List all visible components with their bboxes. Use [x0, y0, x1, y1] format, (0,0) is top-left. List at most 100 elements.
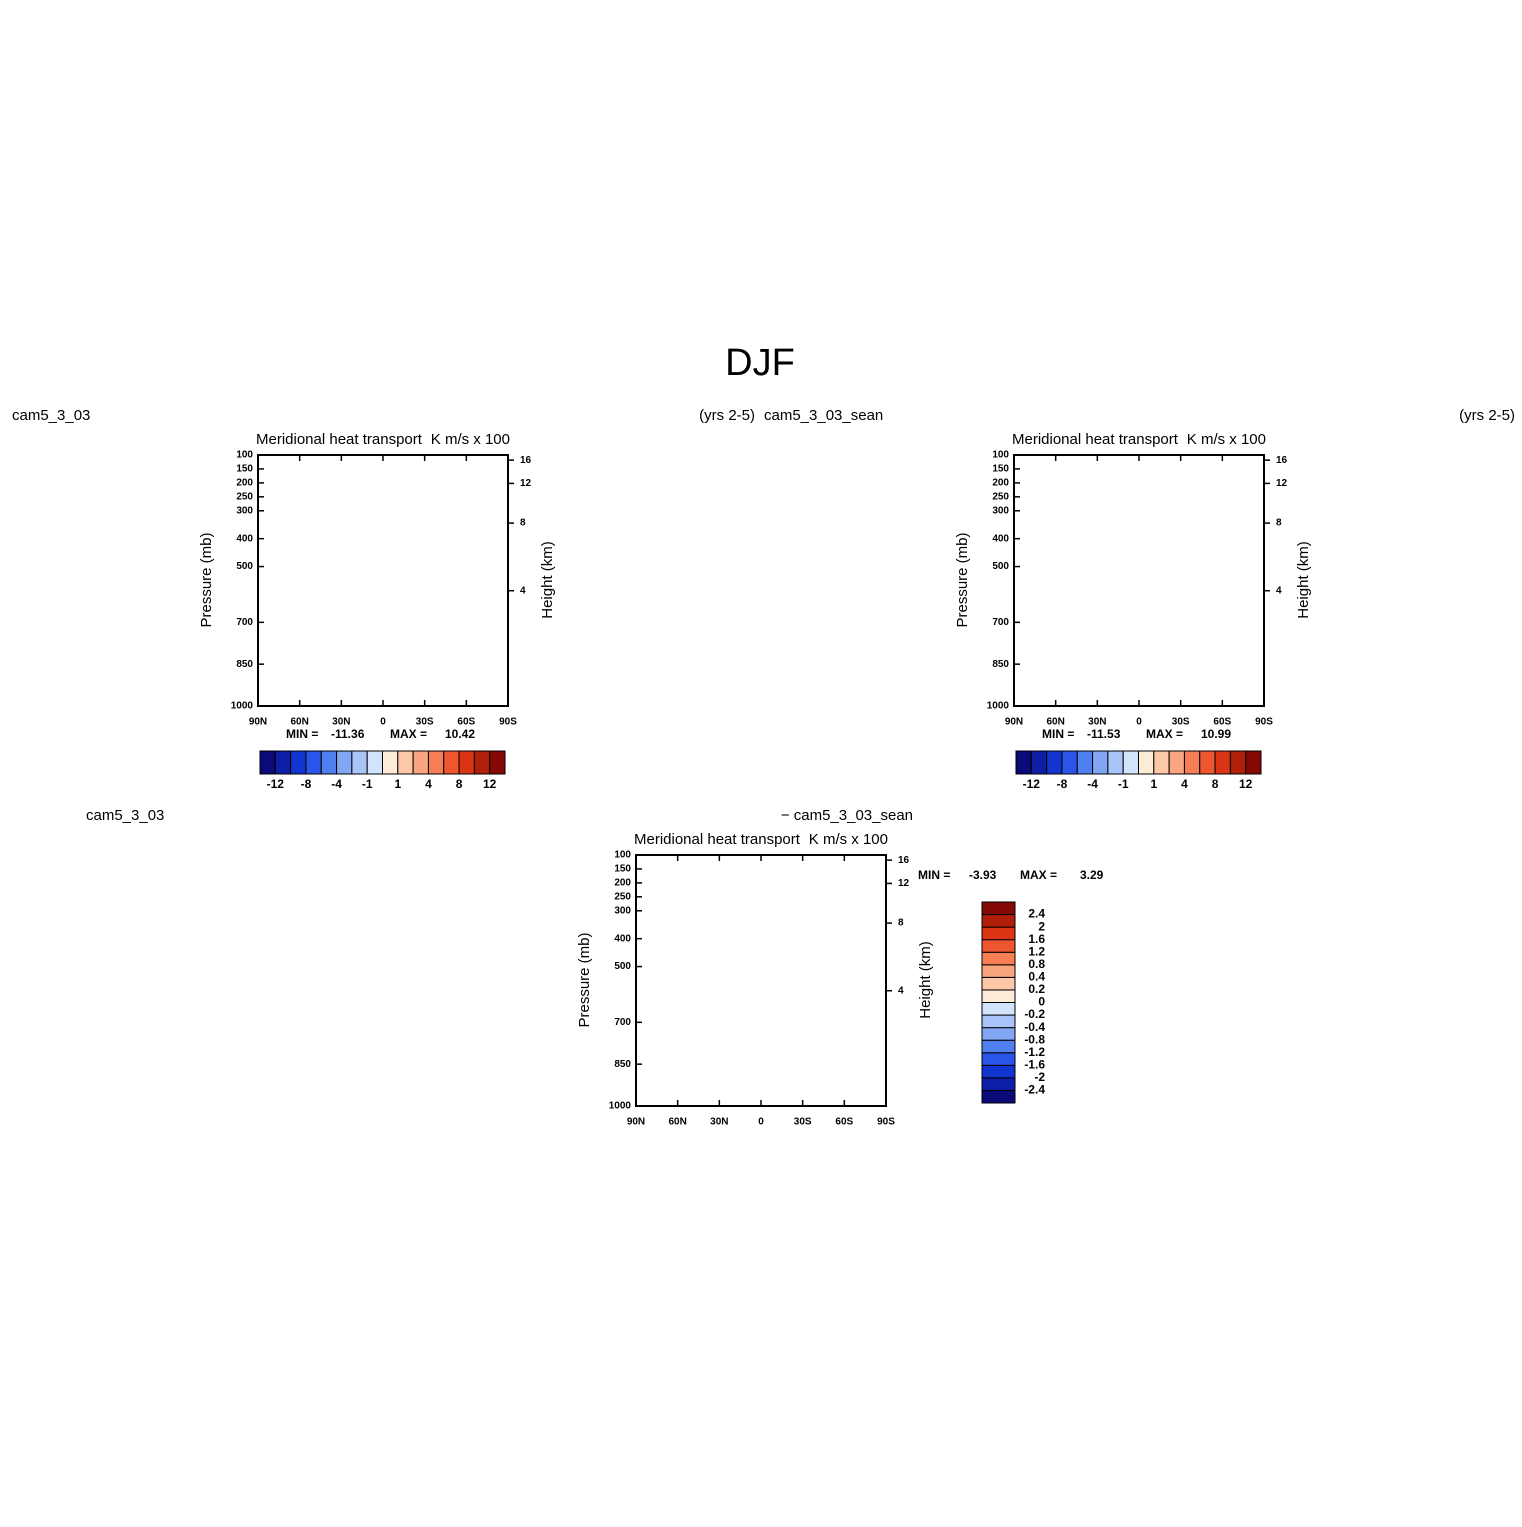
contour-fill [1052, 661, 1086, 721]
contour-field [636, 845, 886, 1112]
colorbar-label: -8 [301, 777, 312, 791]
colorbar-box [366, 750, 383, 775]
x-tick-label: 60N [668, 1117, 686, 1128]
colorbar-box [320, 750, 338, 775]
max: 3.29 [1080, 868, 1104, 882]
contour-fill [789, 855, 813, 1075]
colorbar-label: -1 [1118, 777, 1129, 791]
contour-fill [637, 875, 665, 1075]
max-label: MAX = [1146, 727, 1183, 741]
colorbar-label: -1.2 [1024, 1045, 1045, 1059]
y-tick-label: 300 [614, 905, 631, 916]
x-tick-label: 30S [416, 717, 434, 728]
contour-fill [394, 468, 402, 492]
colorbar-label: 0.8 [1028, 957, 1045, 971]
colorbar-box [336, 750, 353, 775]
plot-frame [257, 454, 509, 707]
contour-fill [638, 1050, 694, 1110]
colorbar-label: -2 [1034, 1070, 1045, 1084]
x-tick-label: 30N [1088, 717, 1106, 728]
contour-fill [343, 595, 397, 745]
colorbar-label: -0.8 [1024, 1032, 1045, 1046]
plot-frame [1013, 454, 1265, 707]
y-tick-label: 500 [614, 961, 631, 972]
min: -3.93 [969, 868, 997, 882]
contour-fill [495, 668, 507, 718]
contour-fill [1251, 668, 1263, 718]
colorbar-label: 2 [1038, 919, 1045, 933]
x-tick-label: 30N [332, 717, 350, 728]
colorbar-box [981, 1089, 1016, 1104]
y2-tick-label: 8 [1276, 518, 1282, 529]
colorbar-box [259, 750, 276, 775]
y-tick-label: 850 [614, 1059, 631, 1070]
contour-fill [760, 971, 768, 999]
min-label: MIN = [286, 727, 318, 741]
max: 10.42 [445, 727, 475, 741]
y2-tick-label: 12 [520, 478, 532, 489]
colorbar-box [981, 1027, 1016, 1041]
colorbar-box [1183, 750, 1201, 775]
colorbar-box [981, 1052, 1016, 1066]
colorbar-label: 0.2 [1028, 982, 1045, 996]
center-title: Meridional heat transport [634, 831, 801, 848]
colorbar-box [981, 1014, 1016, 1029]
colorbar-label: -0.2 [1024, 1007, 1045, 1021]
right-string: (yrs 2-5) [699, 407, 755, 424]
x-tick-label: 90N [627, 1117, 645, 1128]
x-tick-label: 90S [499, 717, 517, 728]
colorbar-box [1229, 750, 1247, 775]
y-tick-label: 300 [992, 505, 1009, 516]
contour-fill [1044, 638, 1094, 728]
y-tick-label: 400 [992, 533, 1009, 544]
contour-fill [316, 469, 340, 501]
colorbar-box [1214, 750, 1231, 775]
colorbar-box [981, 1064, 1016, 1079]
contour-fill [305, 684, 325, 712]
colorbar-box [1107, 750, 1124, 775]
y-tick-label: 500 [236, 561, 253, 572]
y-tick-label: 250 [236, 491, 253, 502]
contour-fill [434, 471, 456, 503]
contour-fill [829, 1088, 853, 1112]
min: -11.36 [331, 727, 365, 741]
y2-tick-label: 12 [898, 878, 910, 889]
y-tick-label: 100 [236, 450, 253, 461]
colorbar-box [981, 1039, 1016, 1054]
colorbar-label: 1.6 [1028, 932, 1045, 946]
colorbar-label: -12 [1023, 777, 1041, 791]
max: 10.99 [1201, 727, 1231, 741]
colorbar-label: -2.4 [1024, 1083, 1045, 1097]
y2-tick-label: 8 [520, 518, 526, 529]
colorbar-label: 0 [1038, 995, 1045, 1009]
min-label: MIN = [918, 868, 950, 882]
contour-fill [453, 698, 495, 706]
colorbar-box [351, 750, 368, 775]
colorbar-box [981, 926, 1016, 941]
colorbar-box [981, 976, 1016, 991]
contour-fill [1026, 455, 1086, 585]
min-label: MIN = [1042, 727, 1074, 741]
y-tick-label: 200 [992, 478, 1009, 489]
contour-fill [258, 624, 293, 706]
colorbar-box [397, 750, 414, 775]
colorbar-label: -1.6 [1024, 1057, 1045, 1071]
contour-fill [1014, 455, 1264, 706]
colorbar-label: -8 [1057, 777, 1068, 791]
contour-field [258, 453, 510, 755]
figure-title: DJF [725, 342, 795, 384]
units: K m/s x 100 [1187, 431, 1266, 448]
y-tick-label: 700 [236, 617, 253, 628]
contour-fill [1107, 659, 1137, 723]
contour-fill [1209, 698, 1251, 706]
x-tick-label: 90N [1005, 717, 1023, 728]
colorbar-label: 1.2 [1028, 944, 1045, 958]
y-tick-label: 200 [614, 878, 631, 889]
colorbar-box [981, 914, 1016, 928]
y-tick-label: 150 [614, 864, 631, 875]
contour-fill [463, 585, 503, 705]
contour-fill [344, 535, 408, 755]
colorbar-box [458, 750, 475, 775]
contour-fill [648, 1081, 684, 1109]
